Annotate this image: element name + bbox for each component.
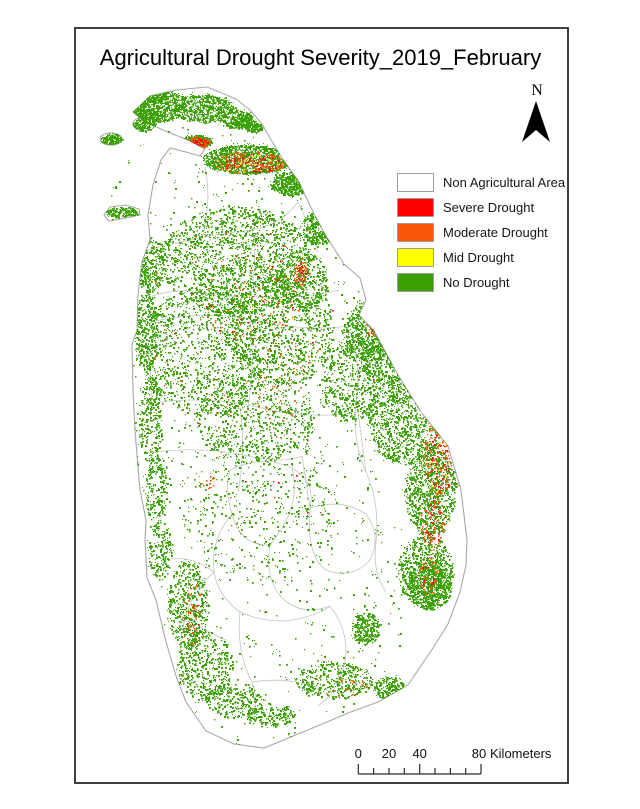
north-arrow-icon bbox=[522, 101, 550, 142]
scale-tick-label-80: 80 bbox=[472, 746, 486, 761]
legend-label-mid-drought: Mid Drought bbox=[443, 250, 514, 265]
legend-item-severe-drought: Severe Drought bbox=[397, 198, 565, 217]
legend-swatch-non-agricultural bbox=[397, 173, 434, 192]
legend-label-severe-drought: Severe Drought bbox=[443, 200, 535, 215]
legend-label-non-agricultural: Non Agricultural Area bbox=[443, 175, 566, 190]
legend-swatch-mid-drought bbox=[397, 248, 434, 267]
scale-tick-label-0: 0 bbox=[355, 746, 362, 761]
legend-swatch-severe-drought bbox=[397, 198, 434, 217]
legend-item-non-agricultural: Non Agricultural Area bbox=[397, 173, 565, 192]
scale-tick-label-20: 20 bbox=[382, 746, 396, 761]
north-label: N bbox=[531, 82, 543, 99]
legend: Non Agricultural Area Severe Drought Mod… bbox=[397, 173, 565, 298]
legend-label-moderate-drought: Moderate Drought bbox=[443, 225, 548, 240]
north-arrow: N bbox=[522, 82, 550, 142]
scale-bar-ticks bbox=[357, 764, 482, 775]
legend-item-moderate-drought: Moderate Drought bbox=[397, 223, 565, 242]
map-title: Agricultural Drought Severity_2019_Febru… bbox=[99, 45, 542, 70]
scale-unit-label: Kilometers bbox=[490, 746, 552, 761]
legend-item-mid-drought: Mid Drought bbox=[397, 248, 565, 267]
scale-bar: 0 20 40 80 Kilometers bbox=[355, 746, 552, 775]
legend-swatch-no-drought bbox=[397, 273, 434, 292]
scale-tick-label-40: 40 bbox=[412, 746, 426, 761]
legend-item-no-drought: No Drought bbox=[397, 273, 565, 292]
legend-label-no-drought: No Drought bbox=[443, 275, 510, 290]
legend-swatch-moderate-drought bbox=[397, 223, 434, 242]
